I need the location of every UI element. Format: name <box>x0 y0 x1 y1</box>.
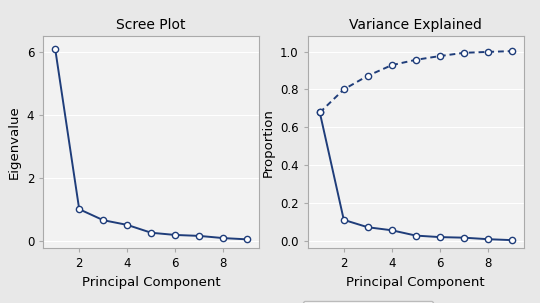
Proportion <box>389 228 395 232</box>
Cumulative <box>316 111 323 114</box>
Proportion <box>509 238 515 242</box>
Cumulative <box>436 54 443 58</box>
X-axis label: Principal Component: Principal Component <box>82 276 220 289</box>
Title: Variance Explained: Variance Explained <box>349 18 482 32</box>
Cumulative <box>461 51 467 55</box>
Proportion <box>413 234 419 238</box>
Line: Cumulative: Cumulative <box>316 48 515 116</box>
Cumulative <box>364 74 371 78</box>
Proportion <box>436 235 443 239</box>
Cumulative <box>509 49 515 53</box>
Proportion <box>364 225 371 229</box>
Legend: Cumulative, Proportion: Cumulative, Proportion <box>303 301 433 303</box>
Cumulative <box>389 63 395 67</box>
Line: Proportion: Proportion <box>316 109 515 243</box>
Proportion <box>316 111 323 114</box>
Cumulative <box>341 88 347 91</box>
Proportion <box>484 237 491 241</box>
X-axis label: Principal Component: Principal Component <box>347 276 485 289</box>
Y-axis label: Eigenvalue: Eigenvalue <box>8 105 21 179</box>
Cumulative <box>484 50 491 54</box>
Y-axis label: Proportion: Proportion <box>261 108 275 177</box>
Proportion <box>461 236 467 239</box>
Proportion <box>341 218 347 222</box>
Title: Scree Plot: Scree Plot <box>117 18 186 32</box>
Cumulative <box>413 58 419 62</box>
